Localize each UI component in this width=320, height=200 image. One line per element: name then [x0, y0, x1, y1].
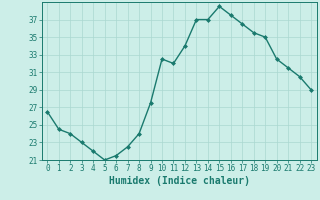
X-axis label: Humidex (Indice chaleur): Humidex (Indice chaleur) [109, 176, 250, 186]
